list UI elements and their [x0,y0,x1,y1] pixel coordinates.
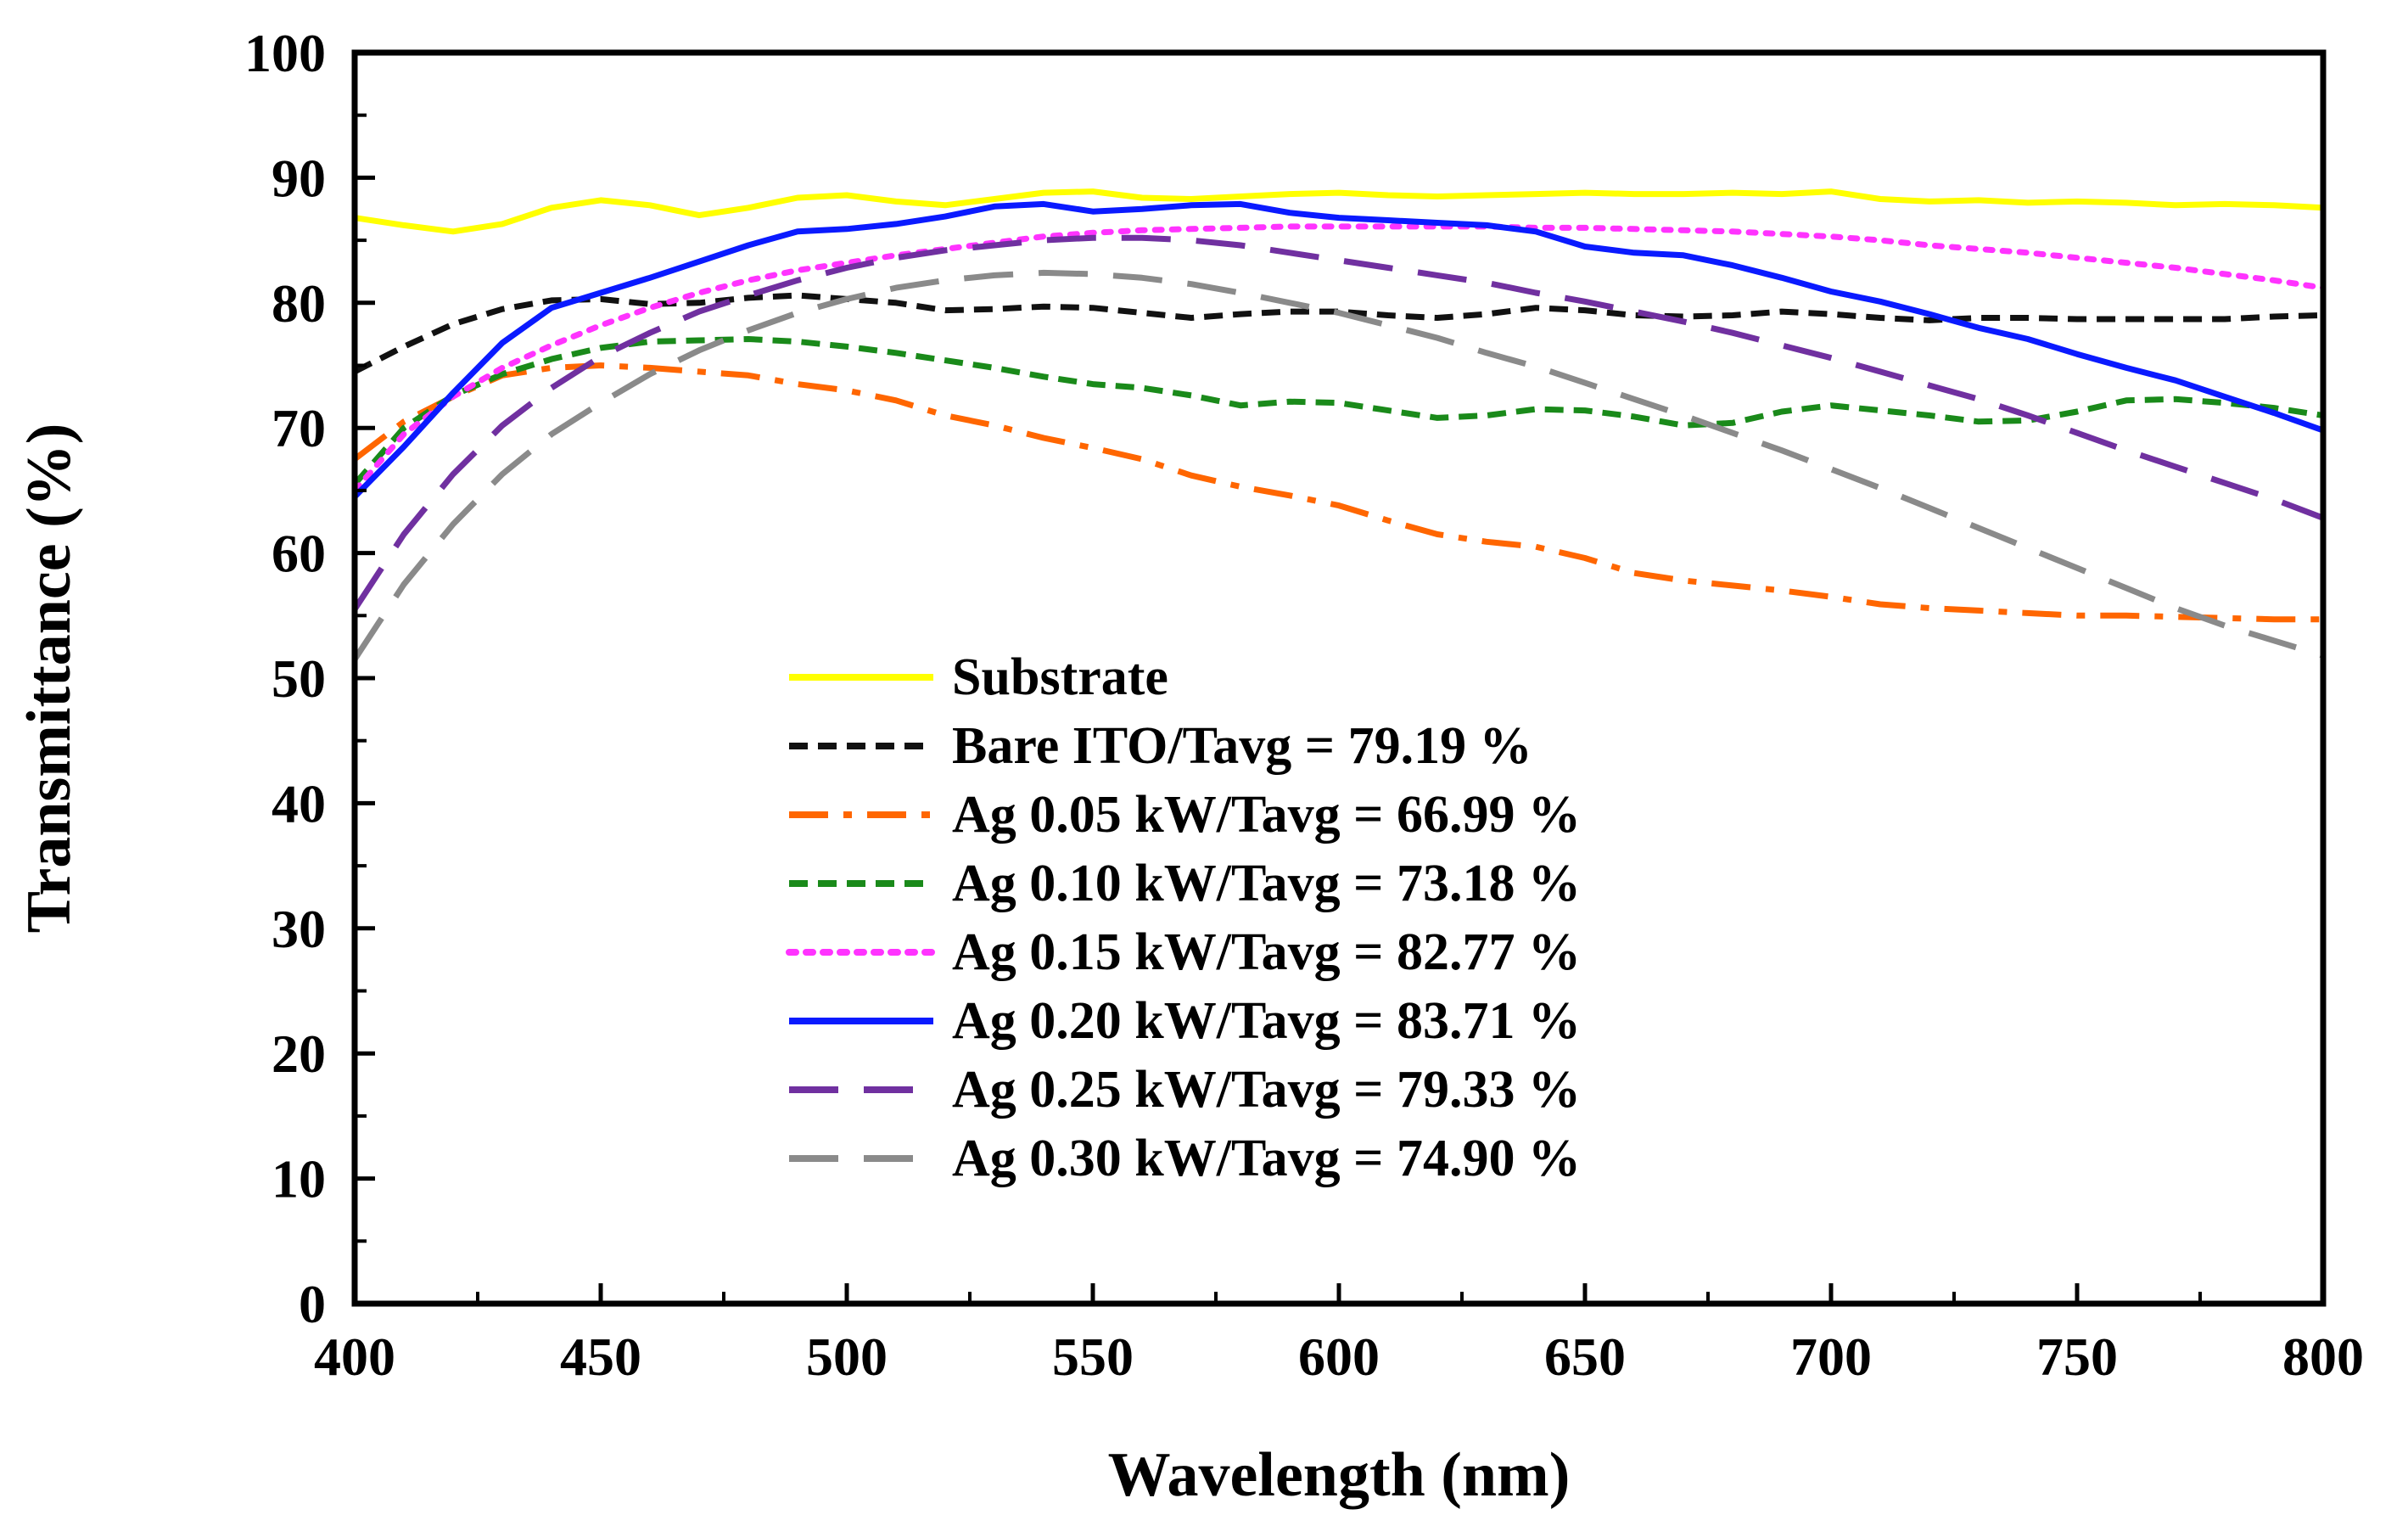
series-line-1 [355,292,2323,375]
y-tick-label: 70 [272,398,326,458]
x-tick-label: 400 [314,1327,395,1387]
y-tick-label: 30 [272,899,326,959]
series-line-4 [355,223,2323,494]
y-tick-label: 50 [272,648,326,709]
legend-label-3: Ag 0.10 kW/Tavg = 73.18 % [952,855,1581,912]
series-line-6 [355,234,2323,611]
x-tick-label: 450 [560,1327,641,1387]
y-tick-label: 100 [244,23,326,83]
series-line-3 [355,336,2323,486]
legend-label-5: Ag 0.20 kW/Tavg = 83.71 % [952,992,1581,1050]
series-line-2 [355,362,2323,623]
x-tick-label: 500 [806,1327,888,1387]
x-tick-label: 700 [1790,1327,1872,1387]
ticks-layer: 0 10 20 30 40 50 60 70 80 90 100 400 450 500 550 600 650… [244,23,2364,1387]
y-tick-label: 0 [299,1274,326,1334]
y-tick-label: 10 [272,1149,326,1209]
series-layer [355,188,2323,661]
legend-label-6: Ag 0.25 kW/Tavg = 79.33 % [952,1061,1581,1119]
series-line-7 [355,269,2323,661]
series-line-5 [355,200,2323,499]
legend-label-4: Ag 0.15 kW/Tavg = 82.77 % [952,923,1581,981]
legend-label-0: Substrate [952,648,1168,706]
x-tick-label: 800 [2282,1327,2364,1387]
legend-label-1: Bare ITO/Tavg = 79.19 % [952,717,1532,775]
x-tick-label: 600 [1298,1327,1380,1387]
legend-label-2: Ag 0.05 kW/Tavg = 66.99 % [952,786,1581,844]
legend: Substrate Bare ITO/Tavg = 79.19 % Ag 0.05 … [786,648,1581,1187]
y-tick-label: 60 [272,524,326,584]
x-tick-label: 750 [2036,1327,2118,1387]
y-axis-title: Transmittance (%) [14,424,84,934]
x-axis-title: Wavelength (nm) [1108,1440,1571,1510]
x-tick-label: 650 [1544,1327,1626,1387]
x-tick-label: 550 [1052,1327,1134,1387]
y-tick-label: 20 [272,1024,326,1084]
y-tick-label: 80 [272,273,326,334]
y-tick-label: 40 [272,773,326,833]
series-line-0 [355,188,2323,235]
legend-label-7: Ag 0.30 kW/Tavg = 74.90 % [952,1130,1581,1187]
y-tick-label: 90 [272,148,326,208]
